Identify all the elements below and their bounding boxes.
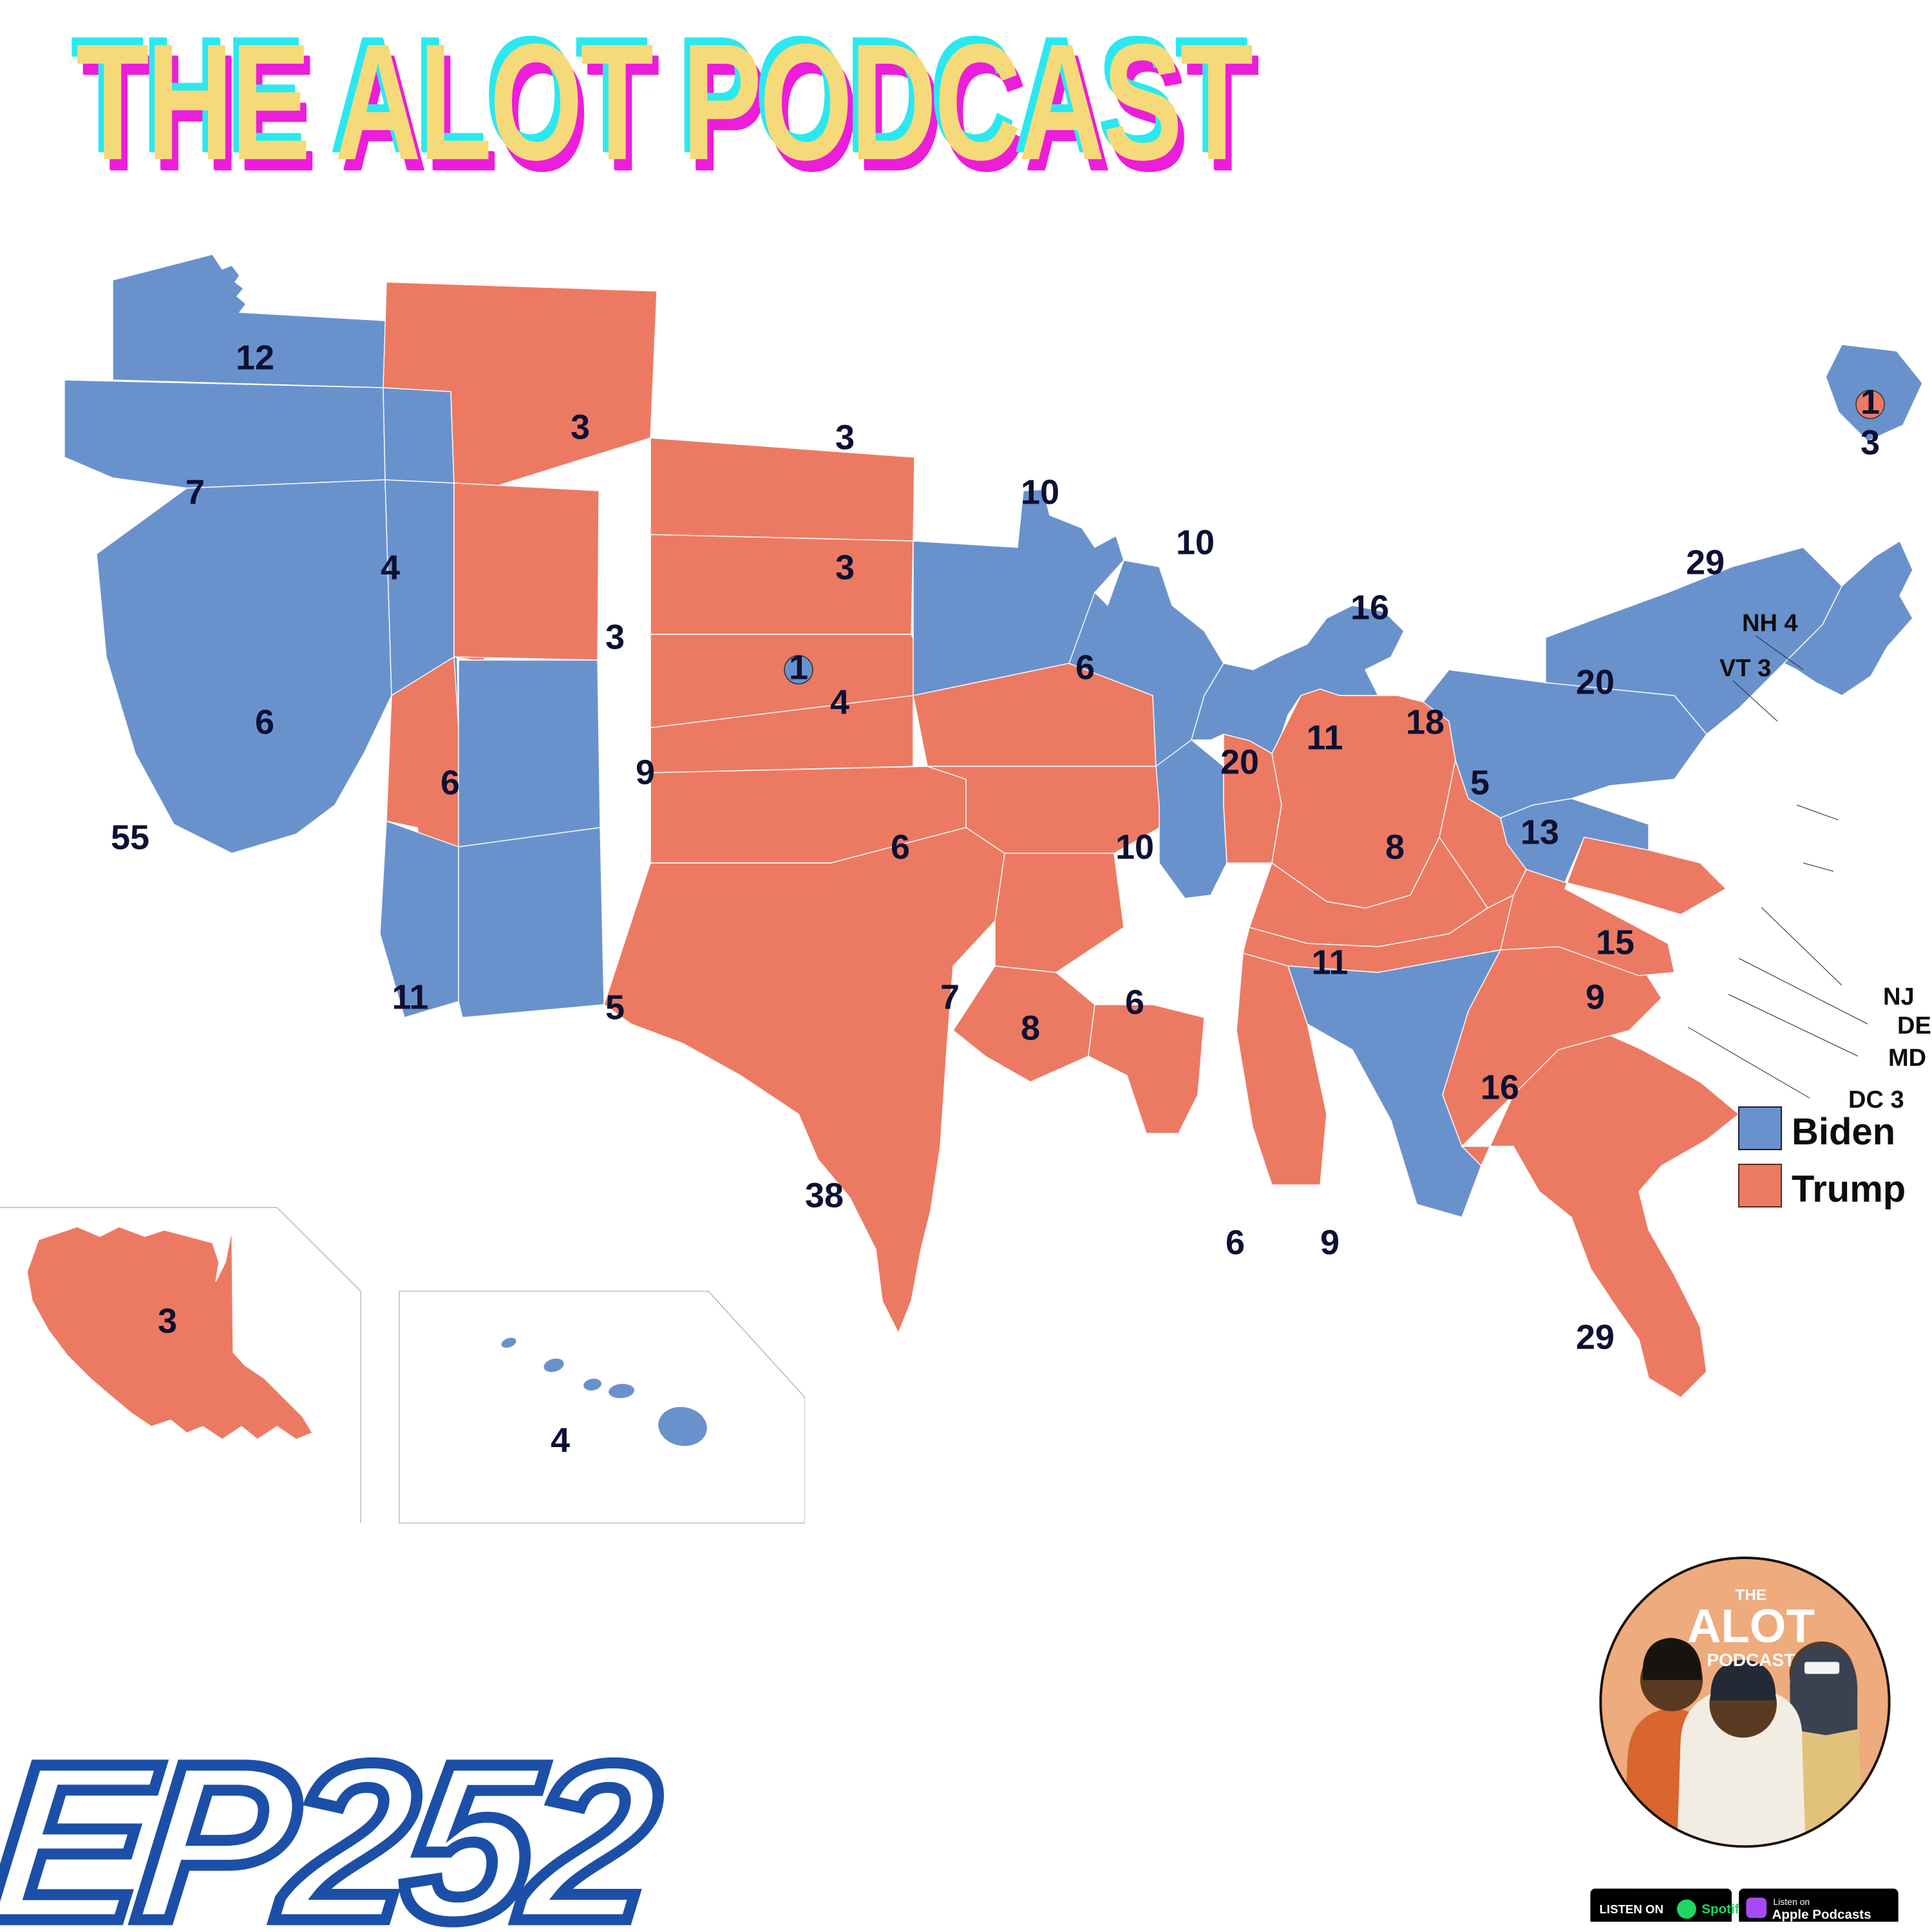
svg-text:6: 6: [255, 703, 274, 741]
svg-text:29: 29: [1686, 543, 1725, 582]
svg-text:6: 6: [1125, 983, 1144, 1021]
svg-text:7: 7: [940, 978, 960, 1016]
svg-text:1: 1: [789, 648, 808, 687]
svg-text:20: 20: [1220, 743, 1259, 781]
svg-text:PODCAST: PODCAST: [1707, 1650, 1795, 1670]
svg-text:7: 7: [185, 473, 205, 511]
svg-text:4: 4: [381, 548, 400, 587]
svg-text:13: 13: [1520, 813, 1559, 851]
svg-text:MD: MD: [1888, 1045, 1926, 1072]
svg-text:6: 6: [891, 828, 910, 866]
svg-text:5: 5: [605, 988, 625, 1027]
svg-text:11: 11: [1306, 718, 1343, 757]
svg-text:DC 3: DC 3: [1848, 1086, 1904, 1113]
svg-text:8: 8: [1021, 1009, 1040, 1047]
svg-text:8: 8: [1385, 828, 1405, 866]
svg-text:9: 9: [1320, 1223, 1340, 1262]
svg-text:Apple Podcasts: Apple Podcasts: [1772, 1907, 1871, 1922]
svg-text:15: 15: [1596, 923, 1634, 961]
svg-text:NH 4: NH 4: [1742, 610, 1798, 637]
svg-text:DE 3: DE 3: [1897, 1012, 1932, 1039]
svg-text:10: 10: [1176, 523, 1215, 562]
svg-text:LISTEN ON: LISTEN ON: [1600, 1902, 1664, 1916]
svg-text:20: 20: [1576, 663, 1615, 701]
svg-text:3: 3: [835, 548, 855, 587]
svg-text:4: 4: [830, 683, 849, 721]
svg-text:18: 18: [1406, 703, 1444, 741]
svg-text:3: 3: [1861, 423, 1880, 462]
svg-text:6: 6: [1226, 1223, 1245, 1262]
svg-text:NJ: NJ: [1883, 983, 1915, 1010]
svg-text:6: 6: [1075, 648, 1095, 687]
svg-text:3: 3: [605, 618, 625, 656]
svg-text:55: 55: [111, 818, 149, 857]
svg-text:ALOT: ALOT: [1687, 1600, 1815, 1653]
svg-text:Trump: Trump: [1792, 1168, 1906, 1210]
svg-text:5: 5: [1470, 763, 1490, 802]
svg-text:9: 9: [636, 753, 655, 791]
svg-text:Biden: Biden: [1792, 1111, 1895, 1153]
svg-text:4: 4: [551, 1421, 570, 1459]
svg-text:3: 3: [158, 1302, 177, 1340]
svg-text:9: 9: [1586, 978, 1605, 1016]
svg-text:3: 3: [571, 408, 590, 446]
svg-text:29: 29: [1576, 1318, 1615, 1356]
svg-text:3: 3: [835, 418, 855, 457]
svg-text:10: 10: [1115, 828, 1154, 866]
svg-text:1: 1: [1861, 383, 1880, 421]
svg-text:11: 11: [392, 978, 428, 1016]
svg-text:11: 11: [1311, 943, 1348, 981]
svg-text:16: 16: [1350, 588, 1389, 627]
svg-text:38: 38: [805, 1176, 844, 1215]
svg-text:VT 3: VT 3: [1719, 655, 1771, 682]
svg-text:10: 10: [1021, 473, 1059, 511]
svg-text:6: 6: [440, 763, 460, 802]
svg-text:Listen on: Listen on: [1773, 1897, 1810, 1907]
svg-text:12: 12: [236, 338, 274, 377]
svg-text:16: 16: [1481, 1068, 1519, 1106]
